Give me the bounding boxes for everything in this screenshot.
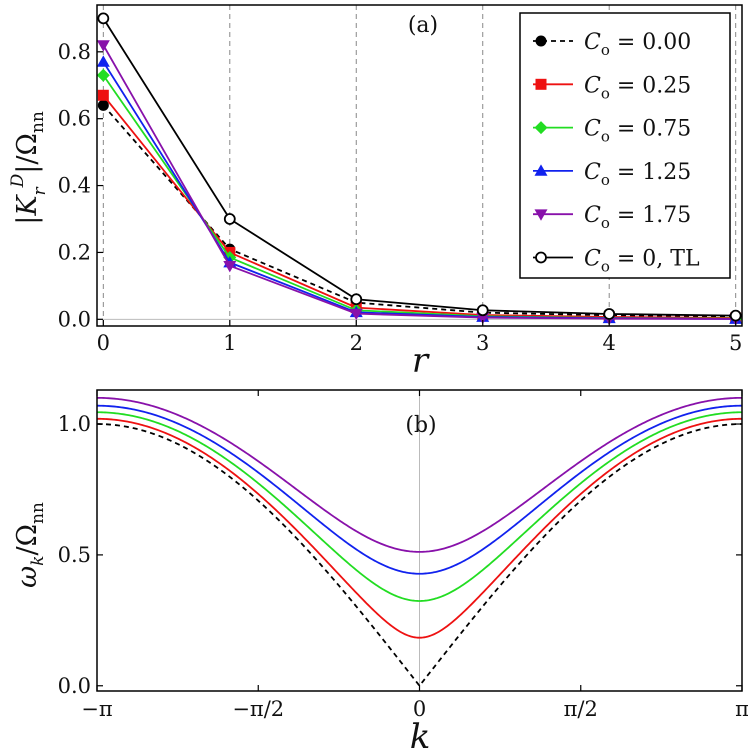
legend-label: Co = 0.25: [584, 73, 691, 102]
legend-label: Co = 1.25: [584, 160, 691, 189]
panel-a: 0.0 0.2 0.4 0.6 0.8 0 1 2 3 4 5 (a) r |KrD|/Ωnn C…: [8, 4, 743, 381]
data-point: [223, 260, 237, 273]
series-a-line: [102, 44, 736, 320]
panel-b-x-tick-label: −π/2: [232, 697, 284, 721]
legend-item: Co = 1.25: [533, 160, 691, 189]
data-point: [97, 99, 109, 111]
dispersion-curve: [96, 417, 743, 639]
panel-a-series: [96, 12, 743, 326]
panel-a-y-tick-label: 0.8: [58, 40, 91, 64]
panel-b-x-ticks: −π −π/2 0 π/2 π: [81, 390, 748, 721]
panel-b-x-axis-label: k: [410, 717, 431, 755]
series-a-line: [102, 17, 736, 317]
data-point: [96, 68, 110, 82]
panel-b-x-tick-label: π: [735, 697, 748, 721]
legend-label: Co = 0.00: [584, 30, 691, 59]
panel-a-y-tick-label: 0.6: [58, 107, 91, 131]
panel-a-y-tick-label: 0.2: [58, 240, 91, 264]
legend-item: Co = 0, TL: [533, 247, 700, 276]
data-point: [97, 89, 109, 101]
dispersion-curve: [96, 411, 743, 602]
data-point: [350, 293, 363, 306]
series-a-5: [97, 12, 742, 322]
legend-marker: [535, 251, 547, 264]
panel-a-label: (a): [408, 13, 438, 38]
panel-b-y-tick-label: 1.0: [58, 412, 91, 436]
panel-a-x-tick-label: 1: [223, 331, 236, 355]
legend-item: Co = 0.00: [533, 30, 691, 59]
panel-a-x-tick-label: 0: [97, 331, 110, 355]
panel-a-x-axis-label: r: [412, 341, 430, 381]
panel-a-y-tick-label: 0.4: [58, 174, 91, 198]
panel-b-x-tick-label: −π: [81, 697, 113, 721]
legend-item: Co = 0.25: [533, 73, 691, 102]
panel-a-y-axis-label: |KrD|/Ωnn: [8, 111, 50, 225]
panel-a-x-tick-label: 3: [476, 331, 489, 355]
legend-item: Co = 1.75: [533, 203, 691, 232]
panel-b-y-axis-label: ωk/Ωnn: [12, 502, 48, 588]
data-point: [96, 40, 110, 52]
data-point: [476, 312, 490, 325]
legend-marker: [535, 35, 547, 47]
dispersion-curve: [96, 396, 743, 553]
data-point: [603, 308, 616, 320]
panel-a-y-tick-label: 0.0: [58, 307, 91, 331]
data-point: [96, 55, 110, 67]
legend-label: Co = 1.75: [584, 203, 691, 232]
panel-b-x-tick-label: 0: [413, 697, 426, 721]
panel-a-x-tick-label: 5: [729, 331, 742, 355]
panel-b-label: (b): [405, 413, 436, 438]
legend-marker: [535, 78, 547, 90]
legend-label: Co = 0.75: [584, 117, 691, 146]
data-point: [729, 309, 742, 322]
panel-a-y-ticks: 0.0 0.2 0.4 0.6 0.8: [58, 40, 103, 331]
panel-a-x-tick-label: 4: [603, 331, 616, 355]
data-point: [97, 12, 110, 25]
legend: Co = 0.00 Co = 0.25 Co = 0.75 Co = 1.25 Co =…: [519, 12, 731, 279]
panel-b-y-tick-label: 0.5: [58, 543, 91, 567]
panel-b: 0.0 0.5 1.0 −π −π/2 0 π/2 π (b) k ωk/Ωnn: [12, 389, 748, 755]
legend-label: Co = 0, TL: [584, 247, 700, 276]
panel-b-y-ticks: 0.0 0.5 1.0: [58, 412, 742, 698]
data-point: [223, 213, 236, 225]
panel-a-frame: [96, 4, 743, 327]
legend-item: Co = 0.75: [533, 117, 691, 146]
legend-marker: [534, 164, 548, 176]
legend-marker: [534, 121, 548, 135]
series-a-line: [102, 104, 736, 318]
dispersion-curve: [96, 404, 743, 575]
legend-marker: [534, 209, 548, 221]
legend-box: [519, 12, 731, 279]
dispersion-curve: [97, 423, 742, 688]
data-point: [476, 304, 489, 317]
panel-a-x-ticks: 0 1 2 3 4 5: [97, 320, 742, 355]
data-point: [349, 308, 363, 321]
panel-b-x-tick-label: π/2: [564, 697, 598, 721]
panel-a-x-tick-label: 2: [350, 331, 363, 355]
panel-b-y-tick-label: 0.0: [58, 674, 91, 698]
panel-b-series: [96, 396, 743, 688]
